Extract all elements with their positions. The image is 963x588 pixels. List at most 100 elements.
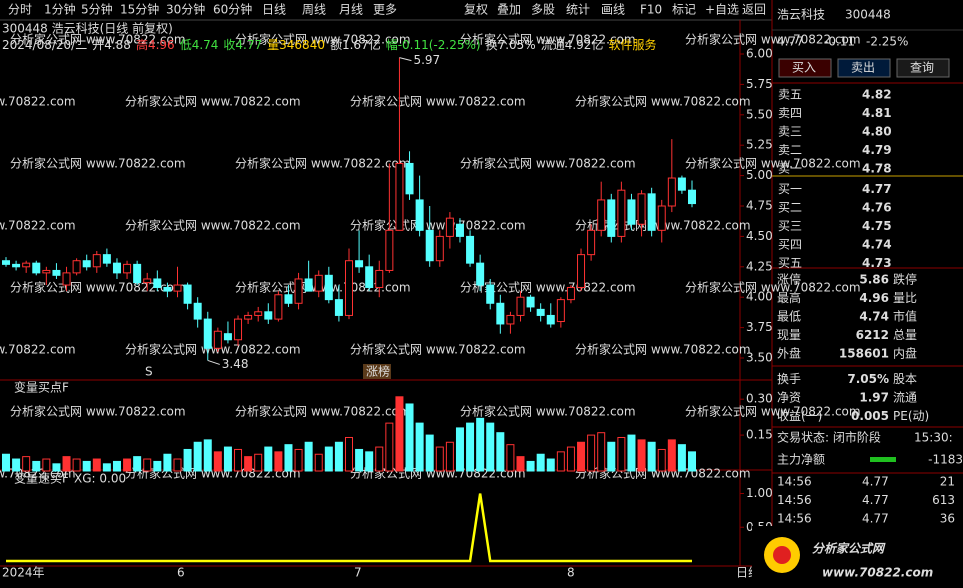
tick-volume: 36	[940, 512, 955, 526]
indicator-bar	[2, 453, 10, 472]
indicator-bar	[496, 432, 505, 472]
toolbar-button[interactable]: 多股	[531, 3, 555, 17]
indicator-bar	[607, 441, 616, 472]
button-label[interactable]: 卖出	[851, 61, 875, 75]
candle-body	[284, 294, 293, 304]
candle-body	[516, 296, 525, 316]
candle-body	[607, 199, 616, 237]
toolbar-button[interactable]: 复权	[464, 3, 488, 17]
candle-body	[627, 199, 636, 225]
candle-body	[173, 284, 182, 292]
indicator-bar	[526, 460, 535, 472]
x-tick-label: 7	[354, 566, 362, 580]
candle-body	[566, 286, 575, 301]
indicator-bar	[617, 436, 626, 472]
candle-body	[314, 274, 323, 292]
toolbar-tab[interactable]: 周线	[302, 3, 326, 17]
toolbar-button[interactable]: 叠加	[497, 3, 521, 17]
indicator-bar	[254, 453, 263, 472]
candle-body	[244, 314, 253, 320]
toolbar-tab[interactable]: 更多	[373, 3, 397, 17]
book-label: 买五	[778, 256, 802, 270]
candle-body	[334, 299, 343, 316]
candle-body	[445, 217, 454, 237]
status-time: 15:30:	[914, 431, 953, 445]
stat-value: 5.86	[859, 273, 889, 287]
stat-label: 最低	[777, 310, 801, 324]
toolbar-tab[interactable]: 月线	[339, 3, 363, 17]
toolbar-button[interactable]: F10	[640, 3, 662, 17]
watermark: 分析家公式网 www.70822.com	[575, 94, 751, 109]
tick-time: 14:56	[777, 493, 812, 507]
toolbar-tab[interactable]: 分时	[8, 3, 32, 17]
button[interactable]	[896, 58, 950, 78]
indicator-bar	[72, 458, 81, 472]
watermark: 分析家公式网 www.70822.com	[460, 280, 636, 295]
logo-name: 分析家公式网	[812, 542, 886, 556]
toolbar-tab[interactable]: 1分钟	[44, 2, 76, 17]
toolbar-tab[interactable]: 日线	[262, 3, 286, 17]
indicator-line	[6, 493, 692, 563]
toolbar-button[interactable]: 画线	[601, 3, 625, 17]
info-item: 换7.05%	[486, 38, 536, 52]
candle-body	[667, 177, 676, 207]
candle-body	[153, 278, 162, 288]
toolbar-tab[interactable]: 5分钟	[81, 2, 113, 17]
indicator-bar	[133, 456, 142, 472]
candle-body	[556, 299, 565, 323]
watermark: 分析家公式网 www.70822.com	[350, 342, 526, 357]
panel-legend: XG: 0.00	[74, 472, 126, 486]
watermark: 分析家公式网 www.70822.com	[10, 404, 186, 419]
chart-title: 300448 浩云科技(日线 前复权)	[2, 21, 173, 36]
annotation-arrow	[399, 57, 412, 62]
candle-body	[455, 223, 464, 237]
candle-body	[597, 199, 606, 231]
info-item: 软件服务	[608, 37, 656, 52]
book-label: 买二	[778, 201, 802, 215]
net-value: -1183	[928, 453, 963, 467]
indicator-bar	[234, 448, 243, 472]
book-price: 4.79	[862, 143, 892, 157]
indicator-bar	[445, 441, 454, 472]
stat-label: 流通	[893, 391, 917, 405]
candle-body	[254, 311, 263, 316]
watermark: 分析家公式网 www.70822.com	[235, 156, 411, 171]
button-label[interactable]: 查询	[910, 61, 934, 75]
indicator-bar	[102, 463, 111, 472]
stat-label: 换手	[777, 372, 801, 386]
watermark: 分析家公式网 www.70822.com	[235, 280, 411, 295]
toolbar-button[interactable]: 标记	[672, 3, 696, 17]
candle-body	[12, 263, 21, 268]
candle-body	[92, 254, 101, 268]
indicator-bar	[627, 434, 636, 472]
indicator-bar	[123, 458, 132, 472]
watermark: 分析家公式网 www.70822.com	[0, 218, 76, 233]
candle-body	[415, 199, 424, 231]
button[interactable]	[778, 58, 832, 78]
logo-url: www.70822.com	[822, 566, 933, 580]
toolbar-button[interactable]: 返回	[742, 3, 766, 17]
candle-body	[304, 278, 313, 292]
indicator-bar	[577, 441, 586, 472]
toolbar-tab[interactable]: 60分钟	[213, 2, 252, 17]
candle-body	[486, 284, 495, 304]
button-label[interactable]: 买入	[792, 61, 816, 75]
indicator-bar	[324, 446, 333, 472]
watermark: 分析家公式网 www.70822.com	[0, 94, 76, 109]
status: 交易状态: 闭市阶段	[777, 430, 881, 445]
toolbar-button[interactable]: +自选	[705, 3, 739, 17]
signal: S	[145, 365, 153, 379]
candle-body	[647, 193, 656, 231]
annotation-arrow	[207, 359, 220, 365]
toolbar-tab[interactable]: 30分钟	[166, 2, 205, 17]
book-label: 卖二	[778, 143, 802, 157]
button[interactable]	[837, 58, 891, 78]
toolbar-button[interactable]: 统计	[566, 3, 590, 17]
toolbar-tab[interactable]: 15分钟	[120, 2, 159, 17]
info-item: 高4.96	[136, 37, 175, 52]
indicator-bar	[556, 451, 565, 472]
candle-body	[657, 205, 666, 231]
indicator-bar	[223, 446, 232, 472]
indicator-bar	[657, 448, 666, 472]
